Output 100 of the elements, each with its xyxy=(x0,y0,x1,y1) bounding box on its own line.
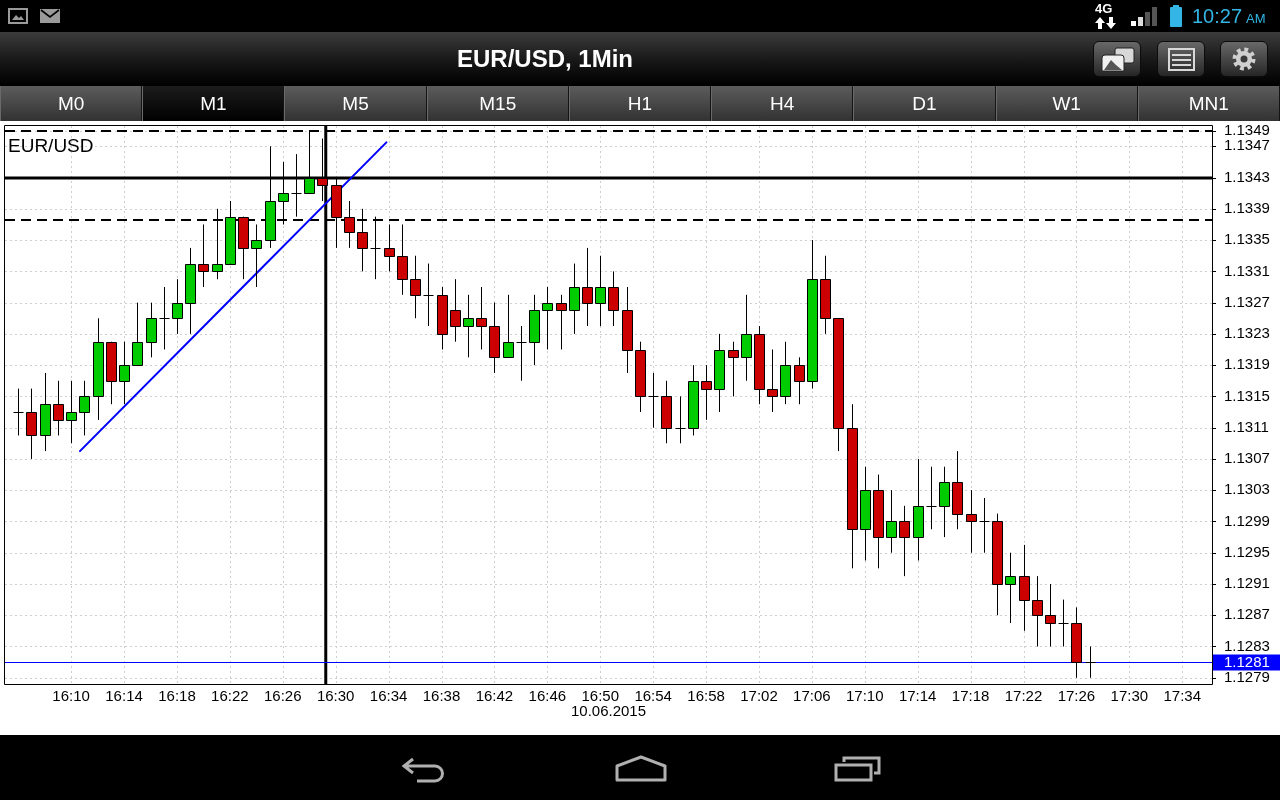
x-tick-label: 16:58 xyxy=(687,687,725,705)
candlestick xyxy=(132,302,143,366)
candlestick xyxy=(807,239,818,390)
x-axis-title: 10.06.2015 xyxy=(570,702,647,720)
candlestick xyxy=(1071,606,1082,679)
candlestick xyxy=(1045,583,1056,647)
candlestick xyxy=(820,255,831,335)
y-tick-label: 1.1295 xyxy=(1224,542,1270,560)
x-tick-label: 16:54 xyxy=(634,687,672,705)
candlestick xyxy=(251,223,262,288)
title-bar: EUR/USD, 1Min xyxy=(0,32,1280,86)
candlestick xyxy=(899,505,910,577)
candlestick xyxy=(119,341,130,405)
candlestick xyxy=(397,223,408,296)
x-tick-label: 16:30 xyxy=(316,687,355,705)
candlestick xyxy=(410,255,421,319)
candlestick xyxy=(714,333,725,413)
x-tick-label: 16:18 xyxy=(158,687,196,705)
x-tick-label: 16:38 xyxy=(422,687,461,705)
candlestick xyxy=(741,294,752,382)
x-tick-label: 17:26 xyxy=(1057,687,1096,705)
candlestick xyxy=(688,364,699,436)
y-tick-label: 1.1335 xyxy=(1224,230,1270,248)
candlestick xyxy=(926,466,937,530)
candlestick xyxy=(185,247,196,335)
candlestick xyxy=(159,286,170,351)
y-tick-label: 1.1323 xyxy=(1224,324,1270,342)
candlestick xyxy=(648,372,659,429)
candlestick xyxy=(172,278,183,335)
candlestick xyxy=(794,356,805,405)
x-tick-label: 16:26 xyxy=(264,687,302,705)
candlestick xyxy=(939,466,950,538)
candlestick xyxy=(886,489,897,554)
candlestick xyxy=(635,341,646,413)
x-tick-label: 17:14 xyxy=(898,687,937,705)
candlestick xyxy=(847,403,858,569)
candlestick xyxy=(489,302,500,374)
text: AM xyxy=(1246,11,1266,26)
candlestick xyxy=(833,317,844,452)
candlestick xyxy=(992,513,1003,616)
candlestick xyxy=(516,325,527,382)
tab-button: M0 xyxy=(0,86,143,121)
tab-button: D1 xyxy=(853,86,996,121)
candlestick xyxy=(40,372,51,452)
candlestick xyxy=(595,255,606,327)
candlestick xyxy=(1058,599,1069,647)
y-tick-label: 1.1327 xyxy=(1224,292,1270,310)
y-tick-label: 1.1349 xyxy=(1224,120,1270,138)
candlestick xyxy=(529,294,540,366)
candlestick xyxy=(503,294,514,358)
candlestick xyxy=(754,325,765,405)
x-tick-label: 16:22 xyxy=(211,687,249,705)
tab-button: M1 xyxy=(142,86,285,121)
x-tick-label: 16:50 xyxy=(581,687,620,705)
y-tick-label: 1.1311 xyxy=(1224,417,1269,435)
chart-title: EUR/USD, 1Min xyxy=(456,45,633,73)
candlestick xyxy=(780,341,791,405)
candlestick xyxy=(450,278,461,343)
candlestick xyxy=(437,286,448,351)
x-tick-label: 17:10 xyxy=(846,687,884,705)
candlestick xyxy=(476,286,487,351)
candlestick xyxy=(198,223,209,288)
candlestick xyxy=(952,450,963,530)
y-tick-label: 1.1347 xyxy=(1224,136,1270,154)
candlestick xyxy=(860,466,871,562)
candlestick xyxy=(13,388,24,436)
x-tick-label: 16:42 xyxy=(475,687,514,705)
candlestick xyxy=(146,302,157,358)
candlestick xyxy=(93,317,104,421)
tab-button: M15 xyxy=(426,86,569,121)
x-tick-label: 16:14 xyxy=(105,687,143,705)
candlestick xyxy=(66,380,77,444)
x-tick-label: 17:34 xyxy=(1163,687,1202,705)
candlestick xyxy=(622,286,633,374)
candlestick xyxy=(1005,552,1016,624)
candlestick xyxy=(79,380,90,436)
x-tick-label: 16:46 xyxy=(528,687,567,705)
candlestick xyxy=(661,380,672,444)
tab-button: H4 xyxy=(711,86,854,121)
x-tick-label: 17:18 xyxy=(951,687,990,705)
candlestick xyxy=(979,497,990,554)
candlestick xyxy=(913,458,924,562)
y-tick-label: 1.1343 xyxy=(1224,167,1270,185)
candlestick xyxy=(582,247,593,327)
candlestick xyxy=(873,474,884,569)
y-tick-label: 1.1319 xyxy=(1224,355,1270,373)
candlestick xyxy=(384,223,395,272)
tab-button: M5 xyxy=(284,86,427,121)
candlestick xyxy=(106,341,117,405)
y-tick-label: 1.1287 xyxy=(1224,605,1270,623)
x-tick-label: 17:02 xyxy=(740,687,778,705)
candlestick xyxy=(608,270,619,327)
candlestick xyxy=(26,388,37,460)
candlestick xyxy=(1019,544,1030,632)
tab-button: MN1 xyxy=(1137,86,1280,121)
x-tick-label: 17:06 xyxy=(793,687,831,705)
y-tick-label: 1.1299 xyxy=(1224,511,1270,529)
y-tick-label: 1.1307 xyxy=(1224,449,1270,467)
candlestick xyxy=(53,380,64,436)
candlestick xyxy=(569,263,580,335)
